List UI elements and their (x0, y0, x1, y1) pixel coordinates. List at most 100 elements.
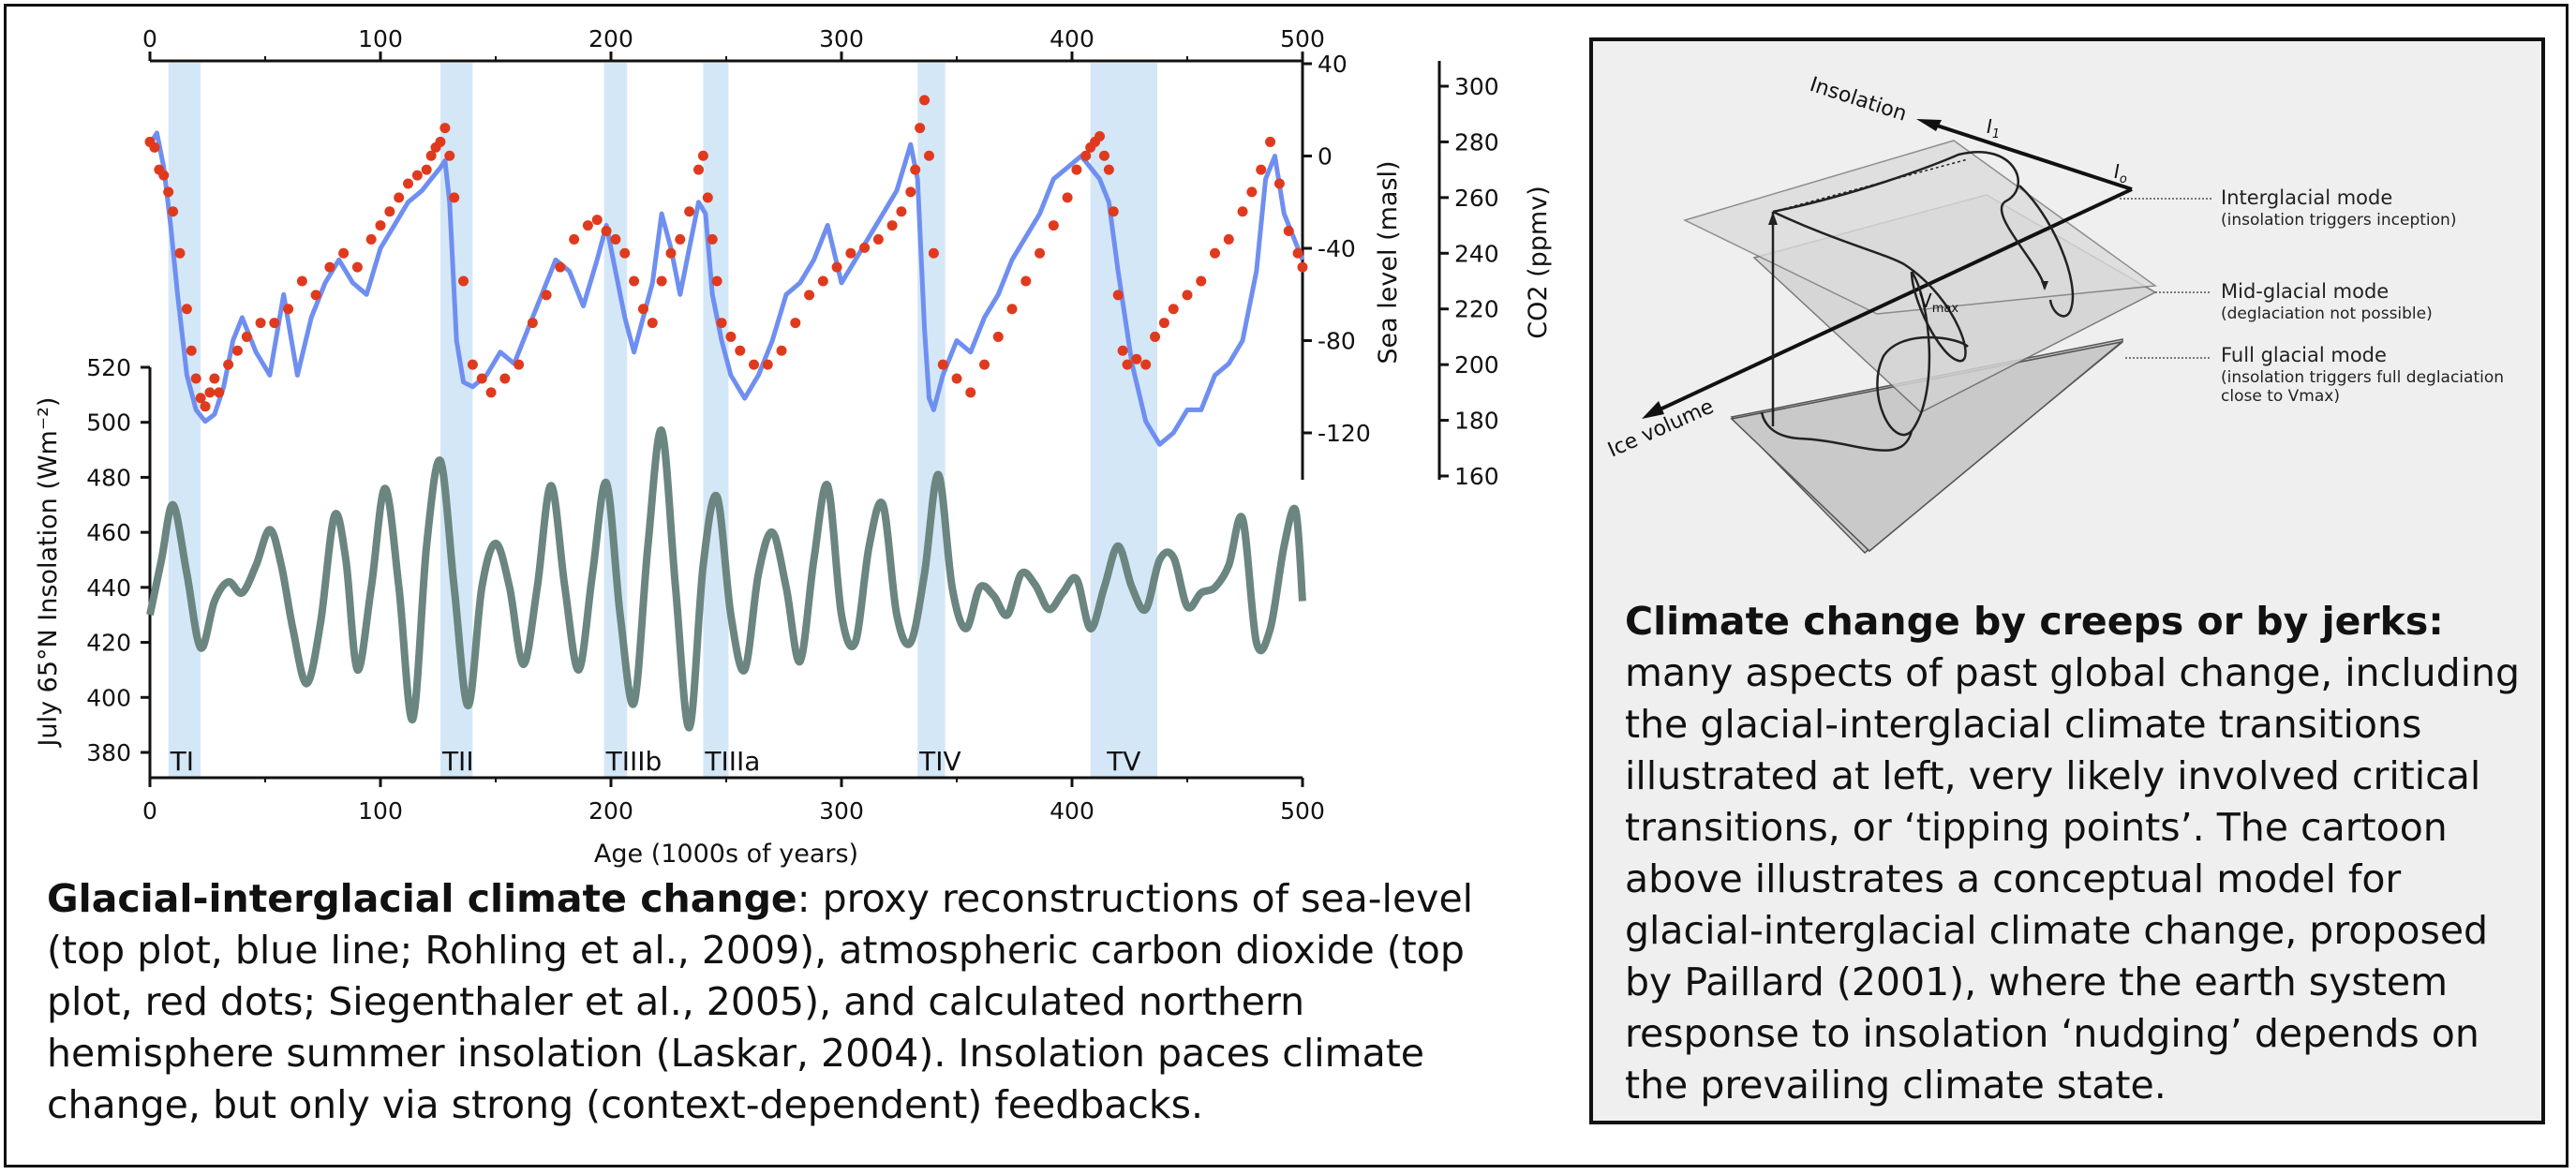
bottom-x-tick-label: 500 (1280, 797, 1325, 825)
co2-point (186, 345, 197, 356)
co2-point (476, 373, 487, 384)
co2-point (1098, 150, 1109, 161)
co2-point (514, 359, 525, 370)
co2-point (647, 318, 658, 329)
termination-bands (168, 63, 1158, 777)
co2-tick-label: 220 (1454, 296, 1499, 323)
insolation-tick-label: 520 (86, 354, 131, 381)
co2-point (684, 206, 695, 217)
sea-level-tick-label: -80 (1318, 328, 1356, 355)
right-caption: Climate change by creeps or by jerks: ma… (1625, 596, 2524, 1111)
midglacial-mode-title: Mid-glacial mode (2221, 280, 2389, 303)
co2-point (190, 373, 201, 384)
left-caption-body: : proxy reconstructions of sea-level (to… (47, 876, 1474, 1127)
insolation-line (146, 426, 1306, 732)
co2-point (338, 247, 350, 259)
co2-point (1020, 275, 1032, 287)
co2-point (1117, 345, 1128, 356)
co2-point (979, 359, 990, 370)
co2-point (1246, 186, 1258, 198)
insolation-tick-label: 440 (86, 574, 131, 602)
sea-level-tick-label: 40 (1318, 51, 1348, 78)
co2-point (1112, 290, 1124, 301)
top-x-tick-label: 500 (1280, 25, 1325, 52)
co2-point (1094, 130, 1106, 141)
co2-point (1158, 318, 1169, 329)
top-x-tick-label: 300 (819, 25, 864, 52)
co2-point (1062, 192, 1073, 203)
chart-axes (148, 59, 1441, 780)
co2-tick-label: 180 (1454, 408, 1499, 435)
co2-point (1150, 331, 1161, 342)
co2-tick-label: 280 (1454, 128, 1499, 156)
bottom-x-tick-label: 100 (358, 797, 403, 825)
insolation-series (146, 426, 1306, 732)
termination-label-TI: TI (170, 746, 194, 777)
co2-point (665, 247, 677, 259)
outer-frame (4, 4, 2569, 1168)
co2-point (619, 247, 631, 259)
co2-point (817, 275, 828, 287)
ice-volume-axis-line (1653, 187, 2133, 414)
co2-point (1265, 136, 1276, 147)
bottom-x-tick-label: 400 (1050, 797, 1094, 825)
co2-point (403, 178, 414, 189)
insolation-arrowhead (1916, 119, 1942, 131)
co2-tick-label: 160 (1454, 463, 1499, 490)
co2-point (365, 233, 377, 245)
sea-level-axis-label: Sea level (masl) (1374, 160, 1403, 364)
termination-label-TIV: TIV (918, 746, 961, 777)
interglacial-mode-sub: (insolation triggers inception) (2221, 211, 2456, 230)
co2-point (1071, 164, 1082, 175)
bottom-x-tick-label: 300 (819, 797, 864, 825)
co2-point (439, 123, 451, 134)
co2-point (776, 345, 787, 356)
insolation-axis-title: Insolation (1807, 73, 1910, 126)
co2-point (269, 318, 280, 329)
insolation-axis-line (1925, 120, 2133, 191)
co2-point (702, 192, 713, 203)
co2-point (601, 226, 612, 237)
co2-point (1223, 233, 1234, 245)
co2-point (859, 242, 871, 253)
co2-point (231, 345, 243, 356)
co2-point (1122, 359, 1133, 370)
top-x-tick-label: 400 (1050, 25, 1094, 52)
co2-point (168, 206, 179, 217)
co2-point (937, 359, 948, 370)
axis-ticks: 00100100200200300300400400500500400-40-8… (86, 25, 1498, 825)
co2-point (1006, 304, 1018, 315)
co2-tick-label: 260 (1454, 185, 1499, 212)
co2-point (255, 318, 266, 329)
co2-point (716, 318, 727, 329)
co2-axis-label: CO2 (ppmv) (1524, 186, 1553, 339)
termination-label-TV: TV (1106, 746, 1140, 777)
co2-point (1140, 359, 1152, 370)
co2-point (541, 290, 552, 301)
co2-point (965, 387, 976, 398)
co2-point (375, 220, 386, 231)
co2-point (656, 275, 667, 287)
co2-point (1283, 226, 1294, 237)
co2-point (928, 247, 939, 259)
termination-label-TIIIb: TIIIb (605, 746, 663, 777)
x-axis-label: Age (1000s of years) (594, 840, 858, 869)
co2-point (1237, 206, 1248, 217)
insolation-axis-label: July 65°N Insolation (Wm⁻²) (34, 397, 63, 749)
co2-point (886, 220, 898, 231)
co2-point (209, 373, 220, 384)
insolation-tick-label: 480 (86, 464, 131, 491)
co2-point (1131, 353, 1142, 364)
trajectory-arrow-2 (1768, 212, 1778, 225)
co2-point (675, 233, 686, 245)
vmax-label: Vmax (1919, 290, 1958, 316)
insolation-tick-label: 420 (86, 630, 131, 657)
insolation-tick-label: 460 (86, 519, 131, 546)
co2-point (582, 220, 593, 231)
co2-point (149, 141, 160, 153)
co2-point (435, 136, 446, 147)
co2-point (910, 164, 921, 175)
co2-point (569, 233, 580, 245)
co2-point (241, 331, 252, 342)
